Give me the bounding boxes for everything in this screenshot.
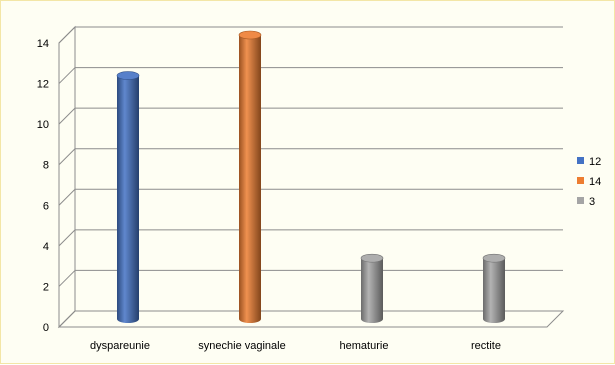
y-tick-label: 12 [37,79,49,91]
gridline-diagonal [58,107,76,125]
bar-top [116,71,140,80]
gridline-diagonal [58,188,76,206]
bar [238,30,262,323]
legend-entry: 12 [577,156,601,168]
y-tick-label: 0 [43,322,49,334]
bar [116,71,140,323]
x-tick-label: synechie vaginale [198,340,285,352]
y-tick-label: 4 [43,241,49,253]
gridline-diagonal [58,229,76,247]
gridlines [58,26,563,328]
bar-top [360,253,384,263]
x-tick-label: hematurie [340,340,389,352]
gridline-diagonal [58,26,76,44]
gridline-diagonal [58,148,76,166]
y-tick-label: 8 [43,160,49,172]
side-wall [58,25,76,329]
y-tick-label: 2 [43,281,49,293]
legend-entry: 3 [577,196,595,208]
y-tick-label: 6 [43,200,49,212]
x-tick-label: dyspareunie [90,340,150,352]
gridline-diagonal [58,270,76,287]
y-axis: 0 2 4 6 8 10 12 14 [37,38,49,334]
legend-label: 14 [589,176,601,188]
legend: 12 14 3 [577,156,601,208]
legend-label: 3 [589,196,595,208]
bar-body [361,258,383,323]
x-tick-label: rectite [471,340,501,352]
bar-body [239,35,261,323]
legend-swatch [577,177,584,184]
bar-top [482,253,506,263]
y-tick-label: 14 [37,38,49,50]
x-axis: dyspareunie synechie vaginale hematurie rec… [90,340,501,352]
bar-top [238,30,262,40]
bar-body [483,258,505,323]
bars [116,30,506,323]
legend-entry: 14 [577,176,601,188]
legend-swatch [577,157,584,164]
bar [360,253,384,323]
y-tick-label: 10 [37,119,49,131]
legend-swatch [577,197,584,204]
legend-label: 12 [589,156,601,168]
bar [482,253,506,323]
bar-body [117,75,139,323]
gridline-diagonal [58,67,76,84]
gridline-diagonal [58,310,76,328]
